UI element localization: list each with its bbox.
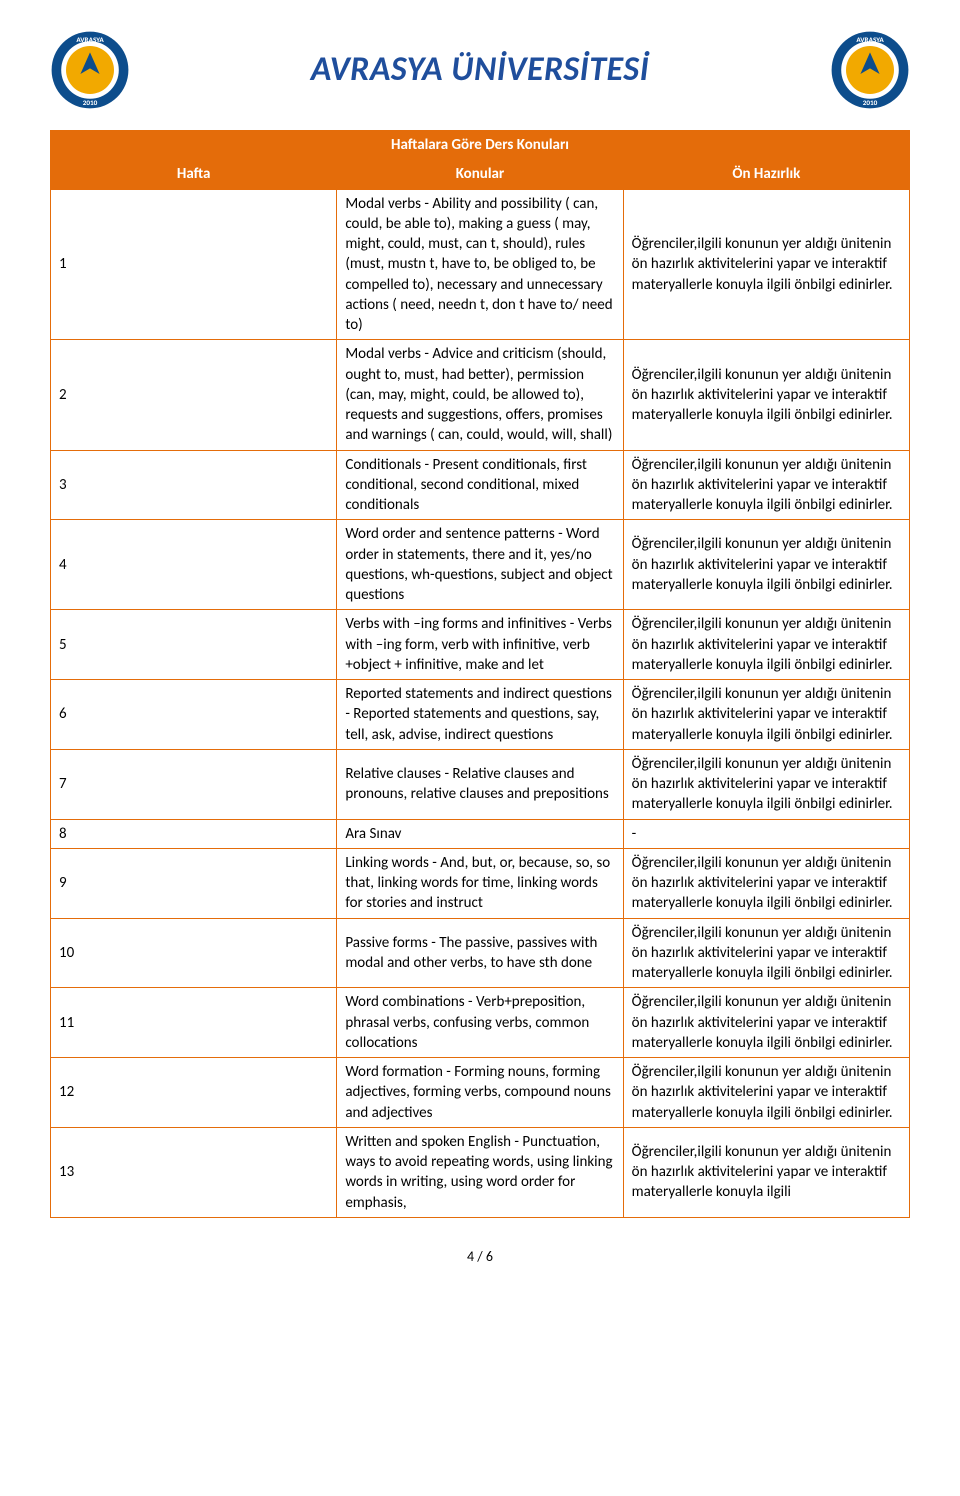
table-row: 1Modal verbs - Ability and possibility (… bbox=[51, 189, 910, 340]
svg-text:2010: 2010 bbox=[83, 98, 98, 107]
page-title: AVRASYA ÜNİVERSİTESİ bbox=[311, 47, 649, 93]
topic-cell: Conditionals - Present conditionals, fir… bbox=[337, 450, 623, 520]
table-row: 13Written and spoken English - Punctuati… bbox=[51, 1127, 910, 1217]
svg-text:AVRASYA: AVRASYA bbox=[856, 35, 884, 44]
svg-text:2010: 2010 bbox=[863, 98, 878, 107]
prep-cell: Öğrenciler,ilgili konunun yer aldığı üni… bbox=[623, 988, 909, 1058]
topic-cell: Modal verbs - Advice and criticism (shou… bbox=[337, 340, 623, 450]
week-cell: 10 bbox=[51, 918, 337, 988]
university-logo-icon: AVRASYA 2010 bbox=[50, 30, 130, 110]
prep-cell: Öğrenciler,ilgili konunun yer aldığı üni… bbox=[623, 520, 909, 610]
col-week: Hafta bbox=[51, 160, 337, 189]
topic-cell: Relative clauses - Relative clauses and … bbox=[337, 749, 623, 819]
table-row: 4Word order and sentence patterns - Word… bbox=[51, 520, 910, 610]
topic-cell: Written and spoken English - Punctuation… bbox=[337, 1127, 623, 1217]
topic-cell: Modal verbs - Ability and possibility ( … bbox=[337, 189, 623, 340]
topic-cell: Linking words - And, but, or, because, s… bbox=[337, 848, 623, 918]
col-topic: Konular bbox=[337, 160, 623, 189]
table-row: 5Verbs with –ing forms and infinitives -… bbox=[51, 610, 910, 680]
table-row: 6Reported statements and indirect questi… bbox=[51, 680, 910, 750]
week-cell: 5 bbox=[51, 610, 337, 680]
logo-left: AVRASYA 2010 bbox=[50, 30, 130, 110]
table-row: 9Linking words - And, but, or, because, … bbox=[51, 848, 910, 918]
prep-cell: Öğrenciler,ilgili konunun yer aldığı üni… bbox=[623, 450, 909, 520]
week-cell: 4 bbox=[51, 520, 337, 610]
table-row: 7Relative clauses - Relative clauses and… bbox=[51, 749, 910, 819]
table-row: 12Word formation - Forming nouns, formin… bbox=[51, 1058, 910, 1128]
table-row: 3Conditionals - Present conditionals, fi… bbox=[51, 450, 910, 520]
prep-cell: - bbox=[623, 819, 909, 848]
week-cell: 7 bbox=[51, 749, 337, 819]
prep-cell: Öğrenciler,ilgili konunun yer aldığı üni… bbox=[623, 610, 909, 680]
svg-text:AVRASYA: AVRASYA bbox=[76, 35, 104, 44]
prep-cell: Öğrenciler,ilgili konunun yer aldığı üni… bbox=[623, 1058, 909, 1128]
topic-cell: Verbs with –ing forms and infinitives - … bbox=[337, 610, 623, 680]
week-cell: 13 bbox=[51, 1127, 337, 1217]
table-section-title-row: Haftalara Göre Ders Konuları bbox=[51, 131, 910, 160]
table-header-row: Hafta Konular Ön Hazırlık bbox=[51, 160, 910, 189]
page-number: 4 / 6 bbox=[50, 1248, 910, 1267]
prep-cell: Öğrenciler,ilgili konunun yer aldığı üni… bbox=[623, 340, 909, 450]
prep-cell: Öğrenciler,ilgili konunun yer aldığı üni… bbox=[623, 918, 909, 988]
table-row: 2Modal verbs - Advice and criticism (sho… bbox=[51, 340, 910, 450]
topic-cell: Reported statements and indirect questio… bbox=[337, 680, 623, 750]
table-row: 11Word combinations - Verb+preposition, … bbox=[51, 988, 910, 1058]
week-cell: 11 bbox=[51, 988, 337, 1058]
week-cell: 3 bbox=[51, 450, 337, 520]
week-cell: 2 bbox=[51, 340, 337, 450]
table-row: 8Ara Sınav- bbox=[51, 819, 910, 848]
col-prep: Ön Hazırlık bbox=[623, 160, 909, 189]
weekly-topics-table: Haftalara Göre Ders Konuları Hafta Konul… bbox=[50, 130, 910, 1218]
topic-cell: Word order and sentence patterns - Word … bbox=[337, 520, 623, 610]
page-header: AVRASYA 2010 AVRASYA ÜNİVERSİTESİ AVRASY… bbox=[50, 30, 910, 110]
week-cell: 6 bbox=[51, 680, 337, 750]
table-section-title: Haftalara Göre Ders Konuları bbox=[51, 131, 910, 160]
week-cell: 1 bbox=[51, 189, 337, 340]
prep-cell: Öğrenciler,ilgili konunun yer aldığı üni… bbox=[623, 1127, 909, 1217]
university-logo-icon: AVRASYA 2010 bbox=[830, 30, 910, 110]
prep-cell: Öğrenciler,ilgili konunun yer aldığı üni… bbox=[623, 749, 909, 819]
week-cell: 8 bbox=[51, 819, 337, 848]
topic-cell: Word formation - Forming nouns, forming … bbox=[337, 1058, 623, 1128]
topic-cell: Passive forms - The passive, passives wi… bbox=[337, 918, 623, 988]
topic-cell: Ara Sınav bbox=[337, 819, 623, 848]
logo-right: AVRASYA 2010 bbox=[830, 30, 910, 110]
prep-cell: Öğrenciler,ilgili konunun yer aldığı üni… bbox=[623, 848, 909, 918]
prep-cell: Öğrenciler,ilgili konunun yer aldığı üni… bbox=[623, 189, 909, 340]
week-cell: 12 bbox=[51, 1058, 337, 1128]
table-row: 10Passive forms - The passive, passives … bbox=[51, 918, 910, 988]
week-cell: 9 bbox=[51, 848, 337, 918]
prep-cell: Öğrenciler,ilgili konunun yer aldığı üni… bbox=[623, 680, 909, 750]
topic-cell: Word combinations - Verb+preposition, ph… bbox=[337, 988, 623, 1058]
